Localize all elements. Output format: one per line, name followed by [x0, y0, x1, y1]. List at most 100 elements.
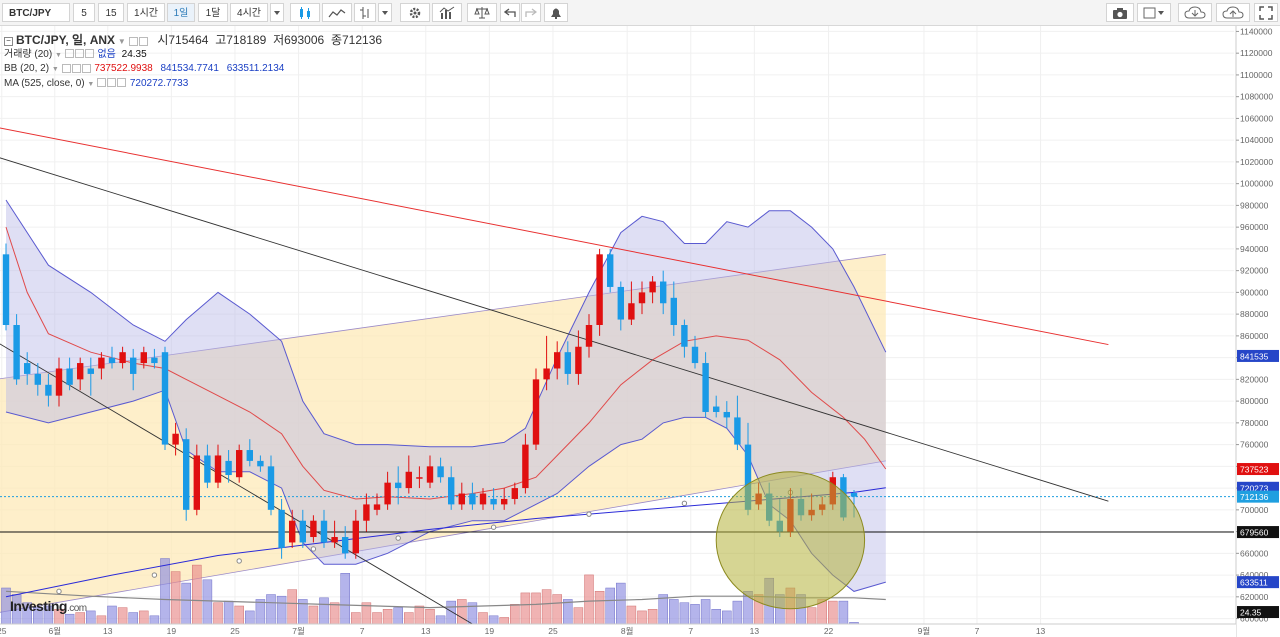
chevron-down-icon[interactable]: ▼ [117, 37, 126, 46]
time-tick-label: 7월 [292, 626, 305, 636]
candle-style-button[interactable] [290, 3, 320, 22]
time-tick-label: 13 [1036, 626, 1046, 636]
compare-button[interactable] [354, 3, 376, 22]
candle-body [34, 373, 41, 385]
close-icon[interactable] [84, 49, 94, 59]
candle-body [617, 286, 624, 320]
volume-bar [160, 558, 170, 625]
price-tick-label: 860000 [1240, 331, 1269, 341]
volume-bar [319, 597, 329, 625]
studies-button[interactable] [432, 3, 462, 22]
close-icon[interactable] [117, 78, 127, 88]
price-badge-label: 720273 [1240, 483, 1269, 493]
undo-button[interactable] [500, 3, 520, 22]
price-chart[interactable]: 6000006200006400006600006800007000007200… [0, 26, 1280, 637]
bb-mid-value: 737522.9938 [94, 63, 153, 74]
chevron-down-icon[interactable]: ▼ [87, 80, 95, 88]
volume-bar [351, 612, 361, 625]
close-icon[interactable] [81, 63, 91, 73]
candle-body [24, 363, 31, 374]
time-axis-labels: 25 6월 13 19 25 7월 7 13 19 25 8월 7 13 22 9월 7 13 [0, 626, 1046, 636]
legend-volume-row: 거래량 (20) ▼ 없음 24.35 [4, 48, 382, 63]
price-tick-label: 1100000 [1240, 70, 1273, 80]
save-cloud-button[interactable] [1178, 3, 1212, 22]
channel-fill [0, 254, 886, 613]
candle-body [55, 368, 63, 396]
settings-icon[interactable] [107, 78, 117, 88]
visibility-icon[interactable] [61, 63, 71, 73]
candle-body [585, 325, 593, 347]
time-tick-label: 22 [824, 626, 834, 636]
alert-button[interactable] [544, 3, 568, 22]
price-badge [1237, 463, 1279, 476]
interval-5m-button[interactable]: 5 [73, 3, 95, 22]
volume-bar [96, 615, 107, 625]
candle-body [713, 406, 720, 412]
price-tick-label: 700000 [1240, 505, 1269, 515]
time-tick-label: 19 [167, 626, 177, 636]
collapse-icon[interactable]: − [4, 36, 13, 46]
ma-point [681, 500, 688, 507]
volume-bar [149, 615, 160, 625]
indicators-button[interactable] [322, 3, 352, 22]
price-badge-label: 841535 [1240, 351, 1269, 361]
symbol-selector[interactable]: BTC/JPY [2, 3, 70, 22]
camera-icon [1113, 7, 1127, 19]
candle-body [702, 363, 709, 412]
volume-bar [838, 600, 849, 625]
interval-1h-button[interactable]: 1시간 [127, 3, 165, 22]
settings-icon[interactable] [138, 36, 148, 46]
cloud-upload-icon [1222, 5, 1244, 18]
volume-bar [128, 612, 138, 625]
settings-icon[interactable] [74, 49, 84, 59]
ma-point [310, 546, 317, 552]
visibility-icon[interactable] [128, 36, 138, 46]
color-picker-button[interactable] [1137, 3, 1171, 22]
price-tick-label: 760000 [1240, 440, 1269, 450]
candle-body [670, 297, 677, 325]
candle-body [628, 303, 635, 320]
volume-bar [86, 610, 96, 625]
chevron-down-icon[interactable]: ▼ [54, 51, 62, 59]
volume-bar [700, 599, 711, 625]
candle-body [596, 254, 603, 325]
volume-bar [372, 612, 382, 625]
candle-body [490, 498, 497, 505]
candle-body [607, 254, 614, 287]
candle-body [511, 488, 518, 499]
snapshot-button[interactable] [1106, 3, 1134, 22]
price-tick-label: 1000000 [1240, 179, 1273, 189]
compare-dropdown-button[interactable] [378, 3, 392, 22]
price-axis-labels: 6000006200006400006600006800007000007200… [1236, 26, 1279, 624]
volume-value: 24.35 [121, 48, 147, 60]
volume-bar [552, 594, 562, 625]
price-tick-label: 940000 [1240, 244, 1269, 254]
price-tick-label: 920000 [1240, 266, 1269, 276]
candle-body [2, 254, 10, 325]
volume-bar [520, 592, 531, 625]
volume-bar [393, 607, 403, 625]
balance-button[interactable] [467, 3, 497, 22]
price-tick-label: 1020000 [1240, 157, 1273, 167]
volume-bar [213, 602, 223, 625]
settings-button[interactable] [400, 3, 430, 22]
price-tick-label: 960000 [1240, 222, 1269, 232]
interval-dropdown-button[interactable] [270, 3, 284, 22]
candle-body [214, 455, 222, 483]
interval-1d-button[interactable]: 1일 [167, 3, 195, 22]
volume-bar [234, 605, 244, 625]
chart-legend: − BTC/JPY, 일, ANX ▼ 시715464 고718189 저6930… [4, 33, 382, 91]
load-cloud-button[interactable] [1216, 3, 1250, 22]
candle-body [66, 368, 73, 385]
redo-button[interactable] [521, 3, 541, 22]
visibility-icon[interactable] [64, 49, 74, 59]
chevron-down-icon[interactable]: ▼ [51, 66, 59, 73]
interval-4h-button[interactable]: 4시간 [230, 3, 268, 22]
candle-body [172, 433, 179, 445]
settings-icon[interactable] [71, 63, 81, 73]
visibility-icon[interactable] [97, 78, 107, 88]
interval-1mo-button[interactable]: 1달 [198, 3, 228, 22]
cloud-download-icon [1184, 5, 1206, 18]
interval-15m-button[interactable]: 15 [98, 3, 124, 22]
fullscreen-button[interactable] [1254, 3, 1278, 22]
